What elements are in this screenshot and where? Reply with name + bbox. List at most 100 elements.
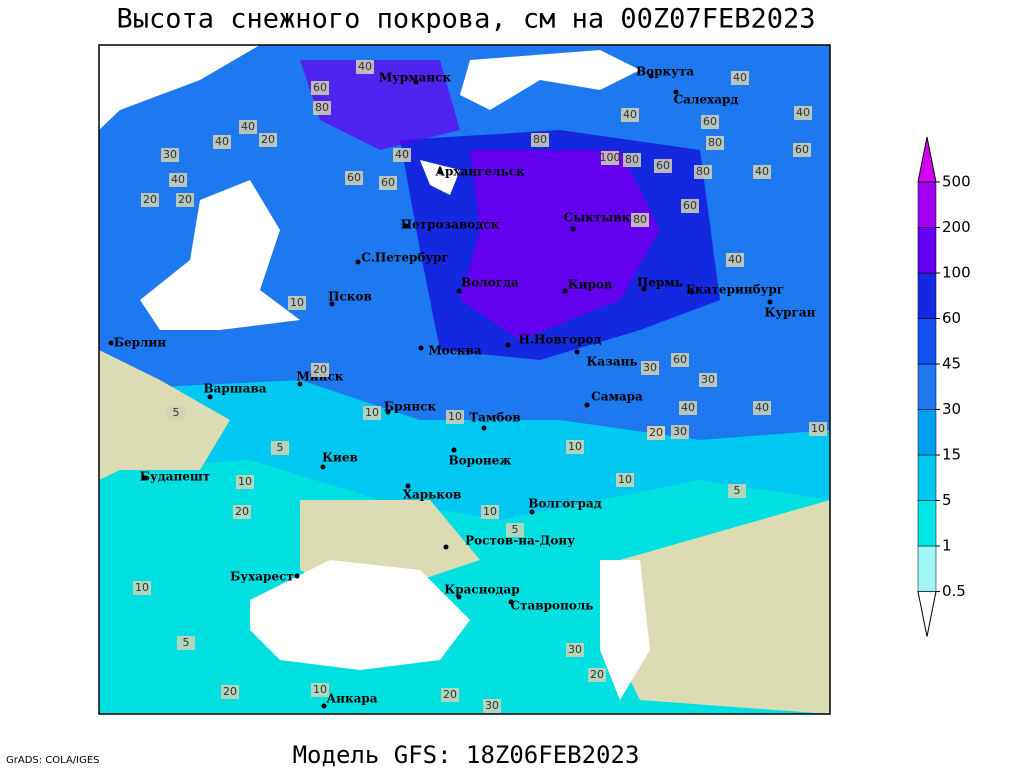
contour-label: 10 (313, 683, 327, 696)
barents-west (99, 45, 260, 130)
contour-label-bg (363, 406, 381, 420)
zone-100-200 (460, 150, 660, 340)
contour-label-bg (631, 213, 649, 227)
colorbar-label: 0.5 (942, 582, 966, 600)
contour-label-bg (288, 296, 306, 310)
city-dot (451, 447, 457, 453)
colorbar-segment (917, 545, 937, 592)
city-label: Харьков (403, 488, 462, 502)
contour-label: 40 (395, 148, 409, 161)
colorbar-label: 5 (942, 491, 952, 509)
city-label: Самара (591, 390, 643, 404)
city-dot (437, 169, 443, 175)
city-dot (413, 79, 419, 85)
contour-label-bg (141, 193, 159, 207)
contour-label: 20 (223, 685, 237, 698)
contour-label: 100 (600, 151, 621, 164)
city-dot (294, 573, 300, 579)
city-dot (767, 299, 773, 305)
contour-label-bg (259, 133, 277, 147)
black-sea (250, 560, 470, 670)
map-frame (98, 44, 831, 715)
contour-label: 40 (623, 108, 637, 121)
city-dot (648, 73, 654, 79)
contour-label: 40 (755, 165, 769, 178)
contour-label-bg (233, 505, 251, 519)
contour-label-bg (167, 406, 185, 420)
colorbar-segment (917, 272, 937, 319)
contour-label: 60 (347, 171, 361, 184)
city-label: Варшава (203, 382, 266, 396)
contour-label-bg (446, 410, 464, 424)
contour-label-bg (679, 401, 697, 415)
contour-label-bg (161, 148, 179, 162)
contour-label-bg (601, 151, 619, 165)
contour-label: 40 (241, 120, 255, 133)
contour-label: 20 (235, 505, 249, 518)
city-label: Пермь (637, 276, 683, 290)
contour-label: 80 (633, 213, 647, 226)
contour-label-bg (706, 136, 724, 150)
city-label: Казань (586, 355, 637, 369)
contour-label-bg (236, 475, 254, 489)
contour-label-bg (481, 505, 499, 519)
contour-label: 20 (649, 426, 663, 439)
contour-label: 30 (673, 425, 687, 438)
city-dot (481, 425, 487, 431)
contour-label: 60 (673, 353, 687, 366)
contour-label-bg (133, 581, 151, 595)
contour-label: 20 (143, 193, 157, 206)
colorbar-segment (917, 363, 937, 410)
contour-label: 30 (485, 699, 499, 712)
contour-label-bg (671, 353, 689, 367)
city-dot (385, 409, 391, 415)
contour-label: 60 (703, 115, 717, 128)
city-dot (574, 349, 580, 355)
city-label: Киров (568, 278, 613, 292)
contour-label: 20 (178, 193, 192, 206)
city-label: Вологда (461, 276, 519, 290)
contour-label-bg (681, 199, 699, 213)
contour-label: 30 (568, 643, 582, 656)
contour-label-bg (356, 60, 374, 74)
contour-label-bg (531, 133, 549, 147)
footer: Модель GFS: 18Z06FEB2023 (293, 741, 640, 768)
city-label: Мурманск (379, 71, 452, 85)
city-dot (562, 288, 568, 294)
map (99, 45, 830, 714)
city-label: Тамбов (469, 411, 520, 425)
contour-label: 80 (696, 165, 710, 178)
city-dot (320, 464, 326, 470)
contour-label-bg (726, 253, 744, 267)
contour-label-bg (809, 422, 827, 436)
contour-label: 10 (238, 475, 252, 488)
city-dot (689, 289, 695, 295)
contour-label: 80 (625, 153, 639, 166)
contour-label: 40 (733, 71, 747, 84)
contour-label: 10 (811, 422, 825, 435)
contour-label-bg (794, 106, 812, 120)
contour-label-bg (176, 193, 194, 207)
contour-label: 5 (173, 406, 180, 419)
contour-label: 40 (358, 60, 372, 73)
contour-label-bg (623, 153, 641, 167)
city-label: Архангельск (435, 165, 525, 179)
contour-label-bg (311, 363, 329, 377)
contour-label: 40 (215, 135, 229, 148)
contour-label-bg (621, 108, 639, 122)
city-label: Курган (765, 306, 816, 320)
city-dot (456, 594, 462, 600)
contour-label: 60 (683, 199, 697, 212)
baltic-sea (140, 180, 300, 330)
contour-label-bg (311, 683, 329, 697)
contour-label: 20 (313, 363, 327, 376)
city-dot (529, 509, 535, 515)
city-dot (456, 288, 462, 294)
colorbar-label: 200 (942, 218, 971, 236)
contour-label-bg (566, 643, 584, 657)
contour-label: 40 (728, 253, 742, 266)
contour-label: 5 (183, 636, 190, 649)
city-label: Ставрополь (511, 599, 594, 613)
